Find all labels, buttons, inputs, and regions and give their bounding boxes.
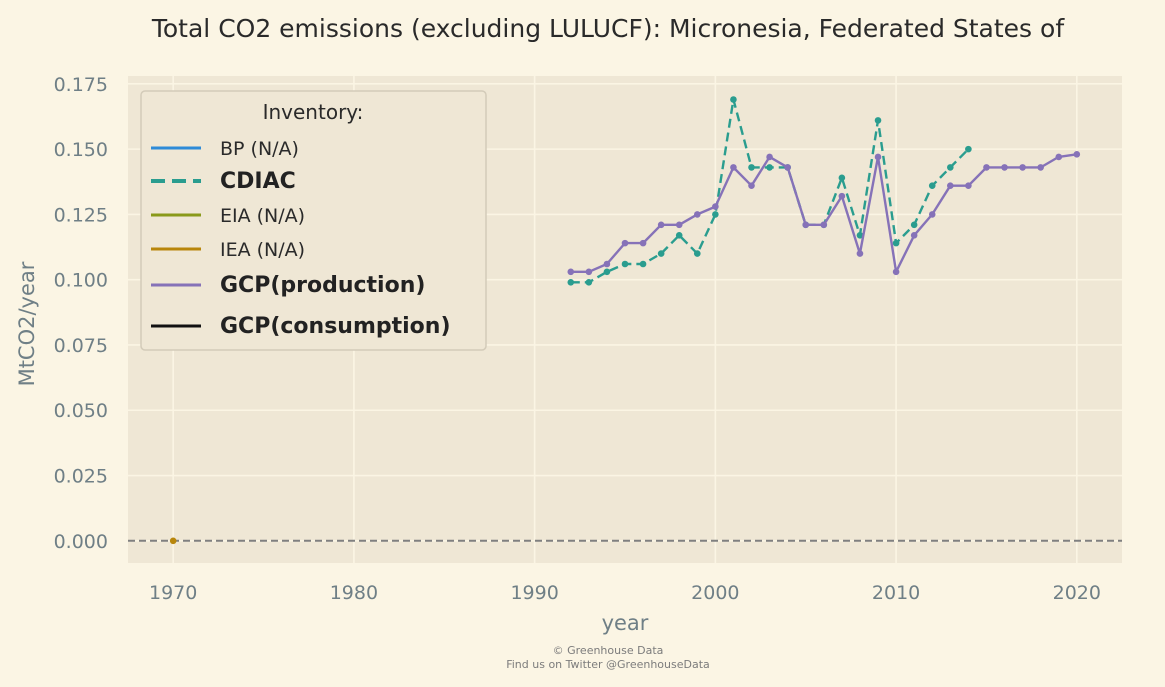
legend-label-bp-n-a: BP (N/A) xyxy=(220,138,299,160)
point-cdiac xyxy=(621,260,629,268)
point-gcp-production xyxy=(675,221,683,229)
legend-label-gcp-consumption: GCP(consumption) xyxy=(220,314,451,339)
point-gcp-production xyxy=(712,203,719,210)
point-gcp-production xyxy=(748,182,755,189)
x-tick-label: 1970 xyxy=(149,582,197,604)
point-gcp-production xyxy=(1019,164,1026,171)
point-gcp-production xyxy=(1073,151,1081,158)
point-cdiac xyxy=(748,164,755,171)
y-axis-label: MtCO2/year xyxy=(15,261,39,386)
point-gcp-production xyxy=(693,211,701,218)
point-cdiac xyxy=(874,117,882,124)
point-gcp-production xyxy=(603,260,611,268)
point-gcp-production xyxy=(874,153,882,161)
legend-title: Inventory: xyxy=(263,100,364,124)
x-tick-label: 2010 xyxy=(872,582,920,604)
point-cdiac xyxy=(567,278,575,286)
point-gcp-production xyxy=(838,192,846,200)
point-cdiac xyxy=(838,174,846,182)
legend-box xyxy=(140,90,487,351)
y-tick-label: 0.175 xyxy=(54,74,108,96)
point-cdiac xyxy=(910,221,918,229)
x-tick-labels: 1970 1980 1990 2000 2010 2020 xyxy=(149,582,1101,604)
point-gcp-production xyxy=(766,153,773,161)
y-tick-label: 0.050 xyxy=(54,400,108,422)
point-gcp-production xyxy=(657,221,665,229)
point-gcp-production xyxy=(621,239,629,247)
point-cdiac xyxy=(730,96,737,103)
point-cdiac xyxy=(965,145,972,153)
point-gcp-production xyxy=(965,182,972,189)
series-layer xyxy=(169,96,1081,545)
y-tick-label: 0.100 xyxy=(54,270,108,292)
x-tick-label: 2000 xyxy=(691,582,739,604)
point-gcp-production xyxy=(730,164,737,171)
point-gcp-production xyxy=(567,268,575,276)
legend-entries: BP (N/A) CDIAC EIA (N/A) IEA (N/A) GCP(produ… xyxy=(151,138,451,339)
point-gcp-production xyxy=(856,250,864,257)
point-cdiac xyxy=(892,239,900,247)
y-tick-label: 0.075 xyxy=(54,335,108,357)
x-tick-label: 2020 xyxy=(1053,582,1101,604)
point-gcp-production xyxy=(983,164,990,171)
point-gcp-production xyxy=(784,164,791,171)
credit-line-2: Find us on Twitter @GreenhouseData xyxy=(506,658,710,671)
point-gcp-production xyxy=(892,268,900,276)
point-iea-n-a xyxy=(169,537,177,545)
x-tick-label: 1990 xyxy=(510,582,558,604)
point-gcp-production xyxy=(820,221,828,229)
point-cdiac xyxy=(693,250,701,257)
x-axis-label: year xyxy=(602,611,649,635)
point-gcp-production xyxy=(639,239,647,247)
legend-label-eia-n-a: EIA (N/A) xyxy=(220,205,305,227)
point-gcp-production xyxy=(910,231,918,239)
point-gcp-production xyxy=(802,221,810,229)
y-tick-label: 0.150 xyxy=(54,139,108,161)
legend: Inventory: BP (N/A) CDIAC EIA (N/A) IEA (N/… xyxy=(140,90,487,351)
y-tick-label: 0.125 xyxy=(54,204,108,226)
point-gcp-production xyxy=(1001,164,1008,171)
point-cdiac xyxy=(856,231,864,239)
point-cdiac xyxy=(639,260,647,268)
legend-label-gcp-production: GCP(production) xyxy=(220,273,425,298)
point-cdiac xyxy=(675,231,683,239)
point-cdiac xyxy=(928,182,936,189)
x-tick-label: 1980 xyxy=(330,582,378,604)
chart-title: Total CO2 emissions (excluding LULUCF): … xyxy=(151,14,1065,43)
legend-label-cdiac: CDIAC xyxy=(220,169,296,194)
point-cdiac xyxy=(657,250,665,257)
point-gcp-production xyxy=(928,211,936,218)
point-gcp-production xyxy=(1055,153,1063,161)
legend-label-iea-n-a: IEA (N/A) xyxy=(220,239,305,261)
y-tick-label: 0.025 xyxy=(54,466,108,488)
point-cdiac xyxy=(603,268,611,276)
point-gcp-production xyxy=(947,182,954,189)
point-gcp-production xyxy=(585,268,593,276)
point-cdiac xyxy=(766,164,773,171)
point-cdiac xyxy=(585,278,593,286)
credit-line-1: © Greenhouse Data xyxy=(553,644,664,657)
point-gcp-production xyxy=(1037,164,1044,171)
point-cdiac xyxy=(947,164,954,171)
y-tick-labels: 0.000 0.025 0.050 0.075 0.100 0.125 0.150 0.175 xyxy=(54,74,108,553)
y-tick-label: 0.000 xyxy=(54,531,108,553)
point-cdiac xyxy=(712,211,719,218)
